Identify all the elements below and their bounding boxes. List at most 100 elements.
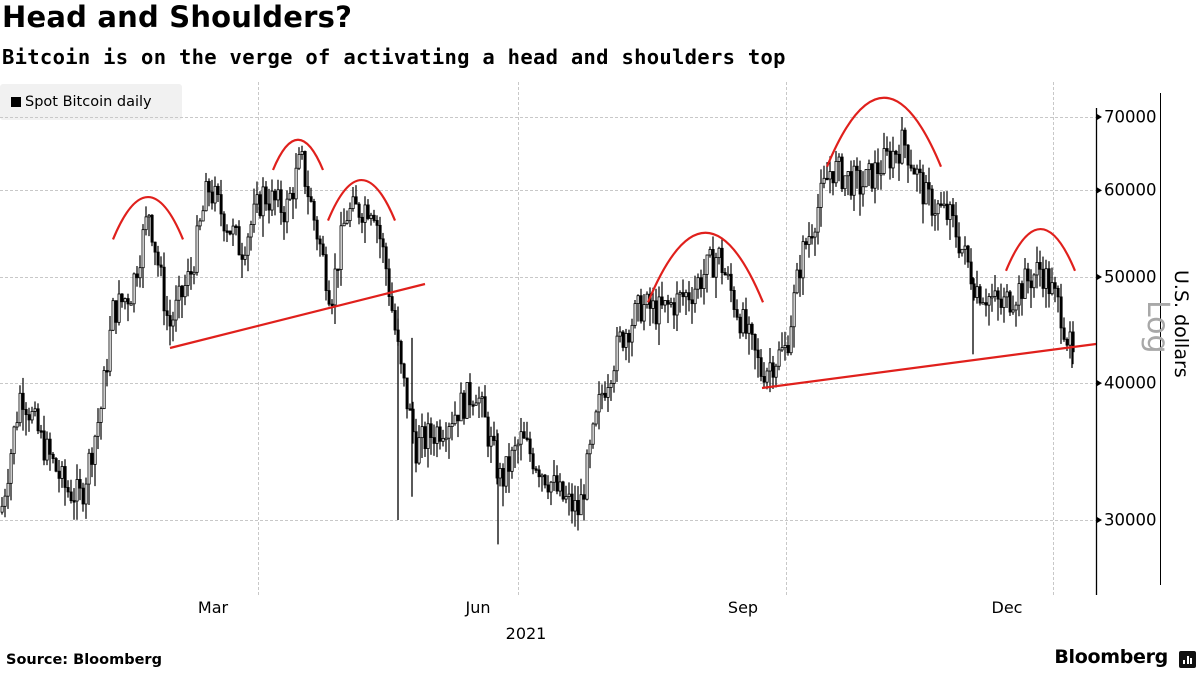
candle-down [165, 310, 169, 316]
candle-up [453, 414, 457, 425]
legend-swatch-icon [11, 97, 21, 107]
candle-down [219, 194, 223, 215]
candle-down [306, 186, 310, 198]
candle-down [408, 408, 412, 411]
candle-down [1041, 268, 1045, 289]
candle-down [927, 182, 931, 190]
candle-up [843, 175, 847, 190]
candle-up [696, 277, 700, 290]
candle-up [246, 236, 250, 256]
candle-up [1050, 282, 1054, 295]
candle-up [18, 392, 22, 424]
candle-up [726, 273, 730, 277]
candle-up [261, 186, 265, 217]
candle-up [186, 271, 190, 286]
candle-down [918, 168, 922, 173]
candle-up [963, 245, 967, 250]
candle-down [888, 150, 892, 169]
candle-down [1026, 268, 1030, 282]
candle-up [693, 288, 697, 305]
candle-up [900, 129, 904, 164]
candle-down [1053, 282, 1057, 289]
neckline [761, 342, 1097, 390]
candle-up [513, 445, 517, 451]
candle-down [654, 300, 658, 325]
candle-up [177, 285, 181, 301]
candle-down [930, 188, 934, 216]
candle-down [315, 219, 319, 240]
candle-down [534, 468, 538, 471]
candle-up [990, 295, 994, 299]
candle-up [249, 224, 253, 238]
candle-down [24, 409, 28, 416]
candle-up [594, 411, 598, 425]
candle-down [978, 286, 982, 304]
candle-down [135, 273, 139, 279]
candle-down [750, 323, 754, 335]
candle-up [618, 331, 622, 337]
candle-up [510, 449, 514, 472]
candle-up [975, 286, 979, 298]
candle-down [90, 452, 94, 465]
legend-label: Spot Bitcoin daily [25, 94, 152, 110]
candle-up [285, 198, 289, 223]
candle-down [402, 363, 406, 379]
chart-title: Head and Shoulders? [2, 0, 353, 34]
candle-up [93, 435, 97, 465]
candle-up [780, 347, 784, 351]
candle-down [36, 408, 40, 432]
candle-up [1035, 262, 1039, 276]
candle-up [891, 150, 895, 169]
candle-down [384, 246, 388, 270]
candle-down [114, 300, 118, 323]
candle-up [684, 292, 688, 298]
candle-down [432, 437, 436, 444]
candle-up [615, 335, 619, 372]
candle-down [39, 430, 43, 433]
candle-up [705, 254, 709, 275]
source-note: Source: Bloomberg [6, 652, 162, 668]
shoulder-arc [111, 196, 185, 240]
candle-up [3, 495, 7, 507]
candle-up [591, 423, 595, 445]
shoulder-arc [1004, 227, 1077, 272]
candle-down [63, 466, 67, 488]
candle-up [807, 236, 811, 245]
candle-up [426, 423, 430, 450]
candle-up [477, 397, 481, 404]
y-tick-marker-icon [1097, 274, 1102, 281]
candle-up [792, 292, 796, 328]
candle-up [420, 426, 424, 439]
candle-down [735, 309, 739, 318]
candle-down [603, 392, 607, 398]
candle-up [174, 299, 178, 321]
candle-down [660, 296, 664, 306]
candle-down [723, 272, 727, 276]
candle-down [309, 196, 313, 202]
candle-down [906, 144, 910, 166]
candle-down [282, 212, 286, 223]
candle-up [717, 247, 721, 259]
candle-down [381, 238, 385, 248]
candle-up [795, 269, 799, 294]
candle-up [363, 204, 367, 223]
candle-up [111, 300, 115, 331]
candle-down [366, 204, 370, 219]
candle-down [162, 266, 166, 312]
candle-down [153, 241, 157, 253]
candle-up [231, 225, 235, 235]
candle-down [762, 376, 766, 383]
candle-up [0, 505, 4, 513]
candle-up [441, 438, 445, 442]
candle-down [462, 392, 466, 419]
candle-down [264, 186, 268, 205]
candle-down [525, 437, 529, 440]
candle-down [786, 345, 790, 354]
candle-down [720, 247, 724, 273]
x-axis-year: 2021 [505, 624, 547, 643]
candle-up [933, 213, 937, 216]
y-axis [1095, 93, 1161, 595]
candle-up [504, 456, 508, 487]
candle-down [909, 164, 913, 169]
y-tick-label: 70000 [1104, 107, 1157, 127]
